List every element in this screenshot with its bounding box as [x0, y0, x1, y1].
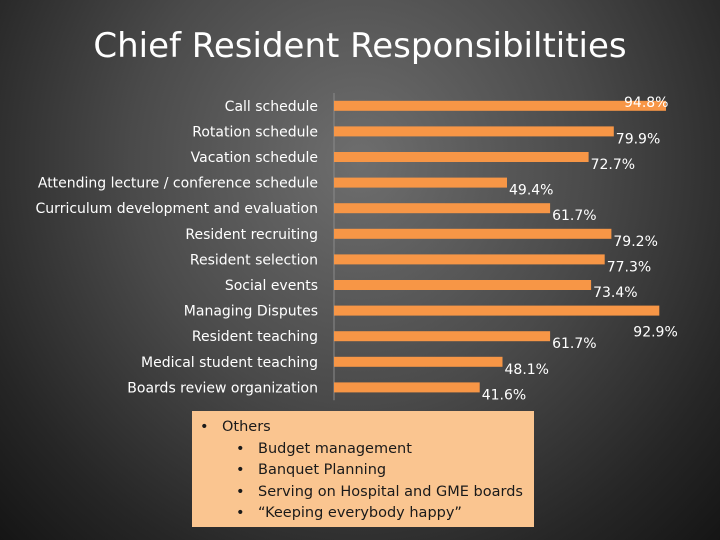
category-label: Vacation schedule — [191, 150, 318, 166]
others-item-label: Serving on Hospital and GME boards — [258, 483, 523, 500]
bullet-icon: • — [236, 483, 245, 500]
data-label: 79.9% — [616, 131, 660, 147]
bar — [334, 177, 507, 188]
others-item-label: Budget management — [258, 440, 412, 457]
bar — [334, 152, 589, 162]
category-label: Medical student teaching — [141, 355, 318, 371]
slide-title: Chief Resident Responsibiltities — [93, 26, 627, 66]
bullet-icon: • — [236, 440, 245, 457]
data-label: 79.2% — [613, 234, 657, 250]
category-label: Rotation schedule — [192, 124, 318, 140]
category-label: Resident recruiting — [185, 227, 318, 243]
bullet-icon: • — [236, 505, 245, 521]
bullet-icon: • — [200, 419, 209, 435]
data-label: 61.7% — [552, 336, 596, 352]
bullet-icon: • — [236, 462, 245, 478]
data-label: 73.4% — [593, 285, 637, 301]
bar — [334, 100, 666, 111]
category-label: Attending lecture / conference schedule — [38, 176, 318, 192]
category-label: Call schedule — [225, 99, 318, 115]
category-label: Boards review organization — [127, 380, 318, 396]
category-label: Social events — [225, 278, 318, 294]
others-box: • Others • Budget management • Banquet Plan… — [192, 411, 534, 527]
bar — [334, 228, 612, 239]
bar — [334, 382, 480, 393]
others-item: • Banquet Planning — [200, 460, 526, 482]
data-label: 61.7% — [552, 208, 596, 224]
data-label: 92.9% — [633, 325, 677, 341]
data-label: 48.1% — [505, 362, 549, 378]
category-label: Curriculum development and evaluation — [36, 201, 318, 217]
bar — [334, 203, 551, 214]
data-label: 72.7% — [591, 157, 635, 173]
bar — [334, 280, 592, 290]
data-label: 77.3% — [607, 259, 651, 275]
bar — [334, 305, 660, 316]
others-item: • “Keeping everybody happy” — [200, 503, 526, 525]
bar — [334, 356, 503, 367]
data-label: 41.6% — [482, 387, 526, 403]
bar — [334, 126, 614, 137]
others-item-label: “Keeping everybody happy” — [258, 505, 462, 521]
others-item-label: Banquet Planning — [258, 462, 387, 478]
others-heading: Others — [222, 419, 271, 435]
bar — [334, 331, 551, 342]
others-item: • Serving on Hospital and GME boards — [200, 482, 526, 504]
bar — [334, 254, 605, 265]
others-item: • Budget management — [200, 439, 526, 461]
category-label: Managing Disputes — [184, 304, 318, 320]
others-heading-row: • Others — [200, 417, 526, 439]
data-label: 94.8% — [624, 95, 668, 111]
category-label: Resident selection — [190, 252, 318, 268]
data-label: 49.4% — [509, 183, 553, 199]
category-label: Resident teaching — [192, 329, 318, 345]
